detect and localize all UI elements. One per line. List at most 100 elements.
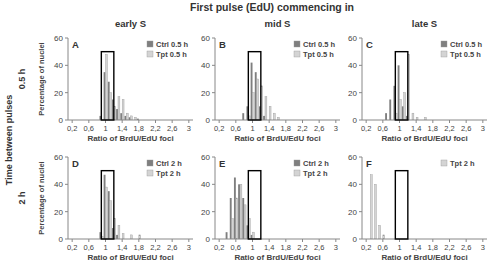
y-tick-label: 20 xyxy=(54,208,63,217)
bar xyxy=(122,100,124,121)
x-tick-label: 1 xyxy=(103,124,107,133)
legend-label: Ctrl 0.5 h xyxy=(156,40,189,49)
x-tick-label: 0,6 xyxy=(84,124,94,133)
bar xyxy=(251,63,253,120)
legend-swatch xyxy=(294,41,300,47)
bar xyxy=(400,100,402,121)
bar xyxy=(106,54,108,120)
x-tick-label: 1,4 xyxy=(264,243,274,252)
panel: 02040600,20,611,41,82,22,63ARatio of Brd… xyxy=(37,34,193,143)
x-axis xyxy=(68,239,193,240)
bar xyxy=(116,109,118,120)
x-tick-label: 1,8 xyxy=(281,243,291,252)
legend: Tpt 2 h xyxy=(441,159,475,168)
highlight-box xyxy=(248,171,260,239)
x-axis xyxy=(362,239,487,240)
y-tick-label: 40 xyxy=(201,61,210,70)
x-axis xyxy=(215,120,340,121)
bar xyxy=(106,187,108,239)
legend-swatch xyxy=(147,160,153,166)
panel-letter: E xyxy=(219,158,225,169)
bar xyxy=(226,232,228,239)
y-tick-label: 40 xyxy=(54,61,63,70)
bar xyxy=(269,106,271,120)
bar xyxy=(265,97,267,120)
bar xyxy=(131,235,133,239)
legend-swatch xyxy=(441,41,447,47)
bar xyxy=(402,106,404,120)
x-axis-label: Ratio of BrdU/EdU foci xyxy=(87,134,173,143)
x-tick-label: 1 xyxy=(397,124,401,133)
bars xyxy=(226,178,255,240)
x-tick-label: 3 xyxy=(187,124,191,133)
x-tick-label: 0,2 xyxy=(67,243,77,252)
bar xyxy=(242,198,244,239)
x-tick-label: 1,8 xyxy=(134,124,144,133)
panel-letter: F xyxy=(366,158,372,169)
legend-swatch xyxy=(294,170,300,176)
legend-swatch xyxy=(441,51,447,57)
x-tick-label: 2,2 xyxy=(297,124,307,133)
bar xyxy=(232,219,234,240)
bar xyxy=(398,65,400,120)
bar xyxy=(370,175,372,239)
highlight-box xyxy=(395,52,408,120)
y-axis xyxy=(215,38,216,120)
figure-title: First pulse (EdU) commencing in xyxy=(190,1,354,13)
row-label: 2 h xyxy=(17,191,27,204)
x-tick-label: 1,8 xyxy=(428,243,438,252)
legend-label: Ctrl 2 h xyxy=(156,159,182,168)
y-tick-label: 20 xyxy=(201,208,210,217)
panel: 02040600,20,611,41,82,22,63BRatio of Brd… xyxy=(201,34,340,143)
x-tick-label: 2,2 xyxy=(444,243,454,252)
bars xyxy=(99,175,140,239)
highlight-box xyxy=(395,171,408,239)
x-tick-label: 1,4 xyxy=(117,124,127,133)
bar xyxy=(412,113,414,120)
bars xyxy=(370,175,384,239)
bar xyxy=(379,225,381,239)
legend: Ctrl 2 hTpt 2 h xyxy=(147,159,182,178)
x-tick-label: 1,4 xyxy=(264,124,274,133)
highlight-box xyxy=(101,171,114,239)
legend-swatch xyxy=(294,51,300,57)
x-tick-label: 2,6 xyxy=(167,243,177,252)
bar xyxy=(104,72,106,120)
x-axis-label: Ratio of BrdU/EdU foci xyxy=(87,253,173,262)
bar xyxy=(236,198,238,239)
y-tick-label: 40 xyxy=(54,180,63,189)
bar xyxy=(253,93,255,120)
bar xyxy=(240,184,242,239)
legend-label: Tpt 0.5 h xyxy=(450,50,481,59)
x-tick-label: 2,6 xyxy=(314,243,324,252)
panel: 02040600,20,611,41,82,22,63ERatio of Brd… xyxy=(201,153,340,262)
legend-label: Tpt 0.5 h xyxy=(156,50,187,59)
x-tick-label: 3 xyxy=(481,124,485,133)
legend-label: Tpt 2 h xyxy=(303,169,328,178)
x-axis xyxy=(362,120,487,121)
x-tick-label: 0,2 xyxy=(361,124,371,133)
bar xyxy=(383,235,385,239)
y-tick-label: 60 xyxy=(348,153,357,162)
row-title: Time between pulses xyxy=(4,95,14,185)
bar xyxy=(139,235,141,239)
bar xyxy=(110,201,112,239)
x-tick-label: 2,6 xyxy=(314,124,324,133)
bar xyxy=(273,113,275,120)
y-tick-label: 0 xyxy=(353,235,358,244)
bar xyxy=(375,184,377,239)
legend-label: Ctrl 0.5 h xyxy=(450,40,483,49)
x-tick-label: 1 xyxy=(250,243,254,252)
legend-swatch xyxy=(441,160,447,166)
bar xyxy=(389,100,391,121)
bar xyxy=(118,225,120,239)
row-label: 0.5 h xyxy=(17,69,27,90)
panel: 02040600,20,611,41,82,22,63CRatio of Brd… xyxy=(348,34,487,143)
x-tick-label: 0,6 xyxy=(378,124,388,133)
bars xyxy=(99,54,138,120)
highlight-box xyxy=(101,52,114,120)
figure: First pulse (EdU) commencing inearly Smi… xyxy=(0,0,500,263)
x-tick-label: 1,8 xyxy=(281,124,291,133)
x-axis xyxy=(215,239,340,240)
x-tick-label: 1,8 xyxy=(428,124,438,133)
